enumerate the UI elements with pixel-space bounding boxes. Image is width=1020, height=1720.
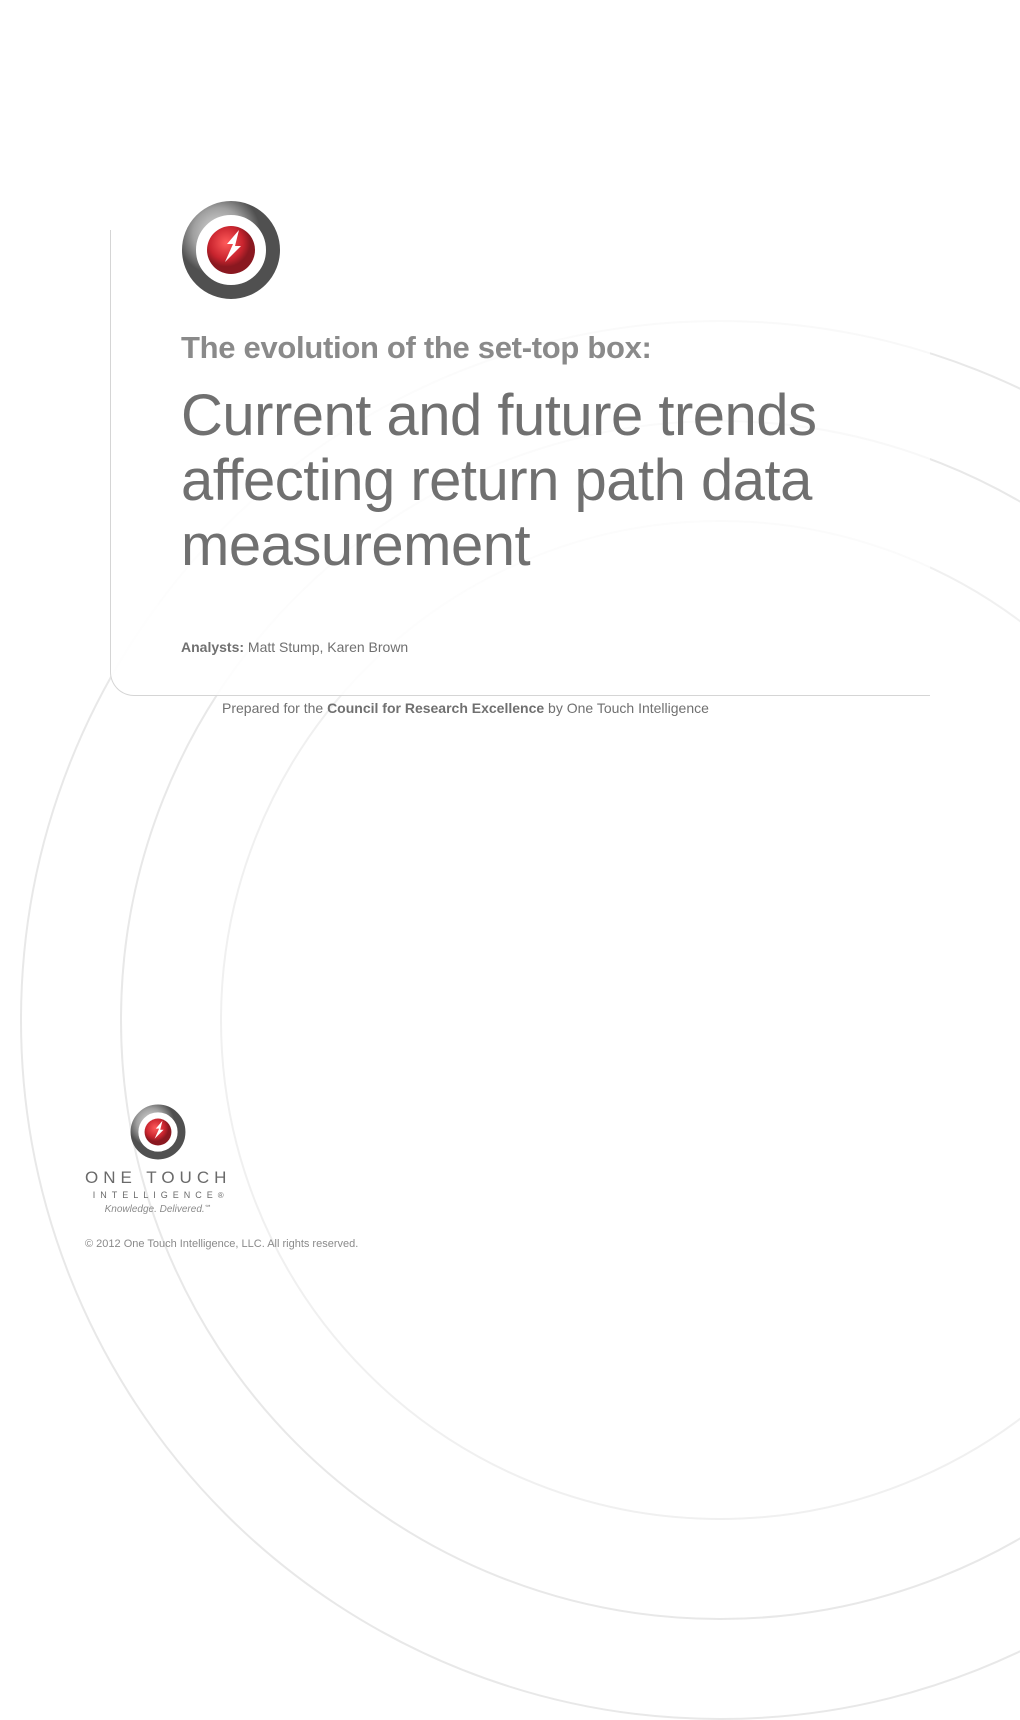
prepared-for-line: Prepared for the Council for Research Ex… <box>222 700 709 716</box>
title-box: The evolution of the set-top box: Curren… <box>110 230 930 696</box>
prepared-suffix: by One Touch Intelligence <box>544 700 709 716</box>
analysts-line: Analysts: Matt Stump, Karen Brown <box>181 639 930 655</box>
registered-mark: ® <box>218 1191 224 1200</box>
company-sub-text: INTELLIGENCE <box>93 1190 218 1200</box>
page: The evolution of the set-top box: Curren… <box>0 0 1020 1320</box>
analysts-names: Matt Stump, Karen Brown <box>244 639 408 655</box>
main-title: Current and future trends affecting retu… <box>181 384 930 579</box>
footer-logo-block: ONE TOUCH INTELLIGENCE® Knowledge. Deliv… <box>85 1104 231 1215</box>
logo-icon-large <box>181 200 930 300</box>
prepared-prefix: Prepared for the <box>222 700 327 716</box>
tagline-text: Knowledge. Delivered. <box>105 1204 205 1215</box>
subtitle: The evolution of the set-top box: <box>181 330 930 366</box>
analysts-label: Analysts: <box>181 639 244 655</box>
service-mark: ℠ <box>205 1205 212 1212</box>
company-subname: INTELLIGENCE® <box>85 1190 231 1200</box>
tagline: Knowledge. Delivered.℠ <box>85 1204 231 1215</box>
prepared-org: Council for Research Excellence <box>327 700 544 716</box>
company-name: ONE TOUCH <box>85 1168 231 1188</box>
copyright-line: © 2012 One Touch Intelligence, LLC. All … <box>85 1238 358 1250</box>
